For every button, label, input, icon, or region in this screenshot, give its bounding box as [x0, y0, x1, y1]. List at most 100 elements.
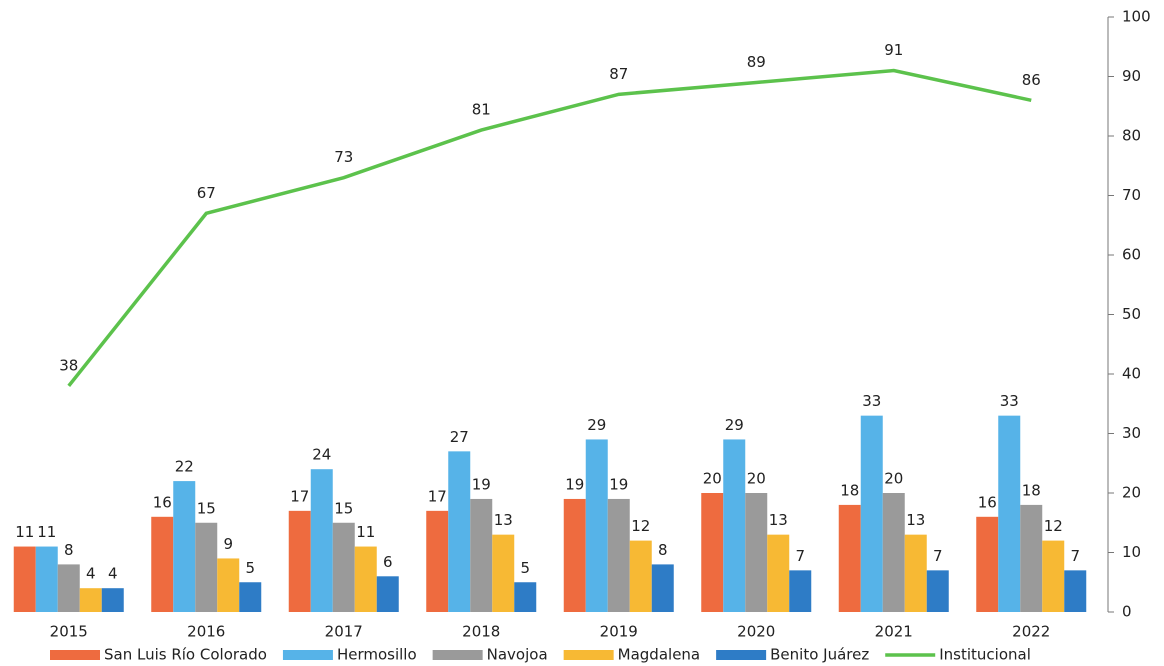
x-tick-label: 2019 — [600, 623, 638, 641]
bar-label: 11 — [15, 523, 34, 541]
legend-swatch — [563, 650, 614, 660]
bar-label: 13 — [494, 511, 513, 529]
bar — [904, 534, 927, 612]
y-tick-label: 0 — [1122, 603, 1132, 621]
bar — [376, 576, 399, 612]
legend-label: Benito Juárez — [770, 646, 869, 664]
legend-swatch — [432, 650, 483, 660]
bar-label: 11 — [356, 523, 375, 541]
bar — [838, 504, 861, 612]
line-label: 89 — [747, 53, 766, 71]
bar — [332, 522, 355, 612]
bar — [585, 439, 608, 612]
bar-label: 29 — [587, 416, 606, 434]
y-tick-label: 60 — [1122, 246, 1141, 264]
bar — [514, 582, 537, 612]
bar-label: 7 — [1070, 547, 1080, 565]
legend-swatch — [716, 650, 767, 660]
line-label: 87 — [609, 65, 628, 83]
bar-label: 5 — [245, 559, 255, 577]
y-tick-label: 90 — [1122, 67, 1141, 85]
bar-label: 17 — [428, 487, 447, 505]
x-tick-label: 2022 — [1012, 623, 1050, 641]
line-label: 91 — [884, 41, 903, 59]
bar-label: 19 — [472, 475, 491, 493]
bar — [195, 522, 218, 612]
bar — [926, 570, 949, 612]
bar — [35, 546, 58, 612]
y-tick-label: 20 — [1122, 484, 1141, 502]
bar — [288, 510, 311, 612]
x-tick-label: 2016 — [187, 623, 225, 641]
bar-label: 4 — [86, 565, 96, 583]
bar — [151, 516, 174, 612]
bar — [239, 582, 262, 612]
bar-label: 11 — [37, 523, 56, 541]
x-tick-label: 2021 — [875, 623, 913, 641]
bar-label: 33 — [1000, 392, 1019, 410]
legend-label: Hermosillo — [337, 646, 417, 664]
bar-label: 5 — [520, 559, 530, 577]
bar-label: 24 — [312, 446, 331, 464]
x-tick-label: 2020 — [737, 623, 775, 641]
bar — [882, 493, 905, 612]
bar — [1020, 504, 1043, 612]
bar — [217, 558, 240, 612]
x-tick-label: 2015 — [50, 623, 88, 641]
legend-swatch — [282, 650, 333, 660]
bar — [563, 498, 586, 612]
bar-label: 15 — [334, 499, 353, 517]
bar — [976, 516, 999, 612]
x-tick-label: 2017 — [325, 623, 363, 641]
bar — [426, 510, 449, 612]
legend-label: Magdalena — [618, 646, 700, 664]
bar-label: 7 — [795, 547, 805, 565]
bar — [651, 564, 674, 612]
bar-label: 29 — [725, 416, 744, 434]
bar-label: 8 — [64, 541, 74, 559]
bar-label: 9 — [223, 535, 233, 553]
bar — [470, 498, 493, 612]
bar — [607, 498, 630, 612]
bar — [310, 469, 333, 612]
bar-label: 17 — [290, 487, 309, 505]
bar-label: 27 — [450, 428, 469, 446]
bar-label: 19 — [609, 475, 628, 493]
legend-label: Navojoa — [487, 646, 548, 664]
line-label: 81 — [472, 101, 491, 119]
bar — [1064, 570, 1087, 612]
line-label: 38 — [59, 356, 78, 374]
bar-label: 6 — [383, 553, 393, 571]
bar — [723, 439, 746, 612]
bar — [492, 534, 515, 612]
bar-label: 18 — [840, 481, 859, 499]
bar — [998, 415, 1021, 612]
bar — [629, 540, 652, 612]
bar — [860, 415, 883, 612]
bar — [13, 546, 36, 612]
bar-label: 8 — [658, 541, 668, 559]
bar — [745, 493, 768, 612]
bar-label: 22 — [175, 458, 194, 476]
line — [67, 68, 1032, 387]
legend-label: Institucional — [939, 646, 1031, 664]
bar — [701, 493, 724, 612]
y-tick-label: 70 — [1122, 186, 1141, 204]
bar — [767, 534, 790, 612]
bar-label: 20 — [747, 470, 766, 488]
legend-swatch — [50, 650, 100, 660]
y-tick-label: 30 — [1122, 424, 1141, 442]
bar-label: 20 — [884, 470, 903, 488]
y-tick-label: 100 — [1122, 8, 1151, 26]
y-tick-label: 50 — [1122, 305, 1141, 323]
bar-label: 13 — [906, 511, 925, 529]
bar — [789, 570, 812, 612]
bar-label: 20 — [703, 470, 722, 488]
bar — [448, 451, 471, 612]
bar — [101, 588, 124, 612]
y-tick-label: 10 — [1122, 543, 1141, 561]
x-tick-label: 2018 — [462, 623, 500, 641]
legend-label: San Luis Río Colorado — [104, 646, 267, 664]
bar-label: 4 — [108, 565, 118, 583]
